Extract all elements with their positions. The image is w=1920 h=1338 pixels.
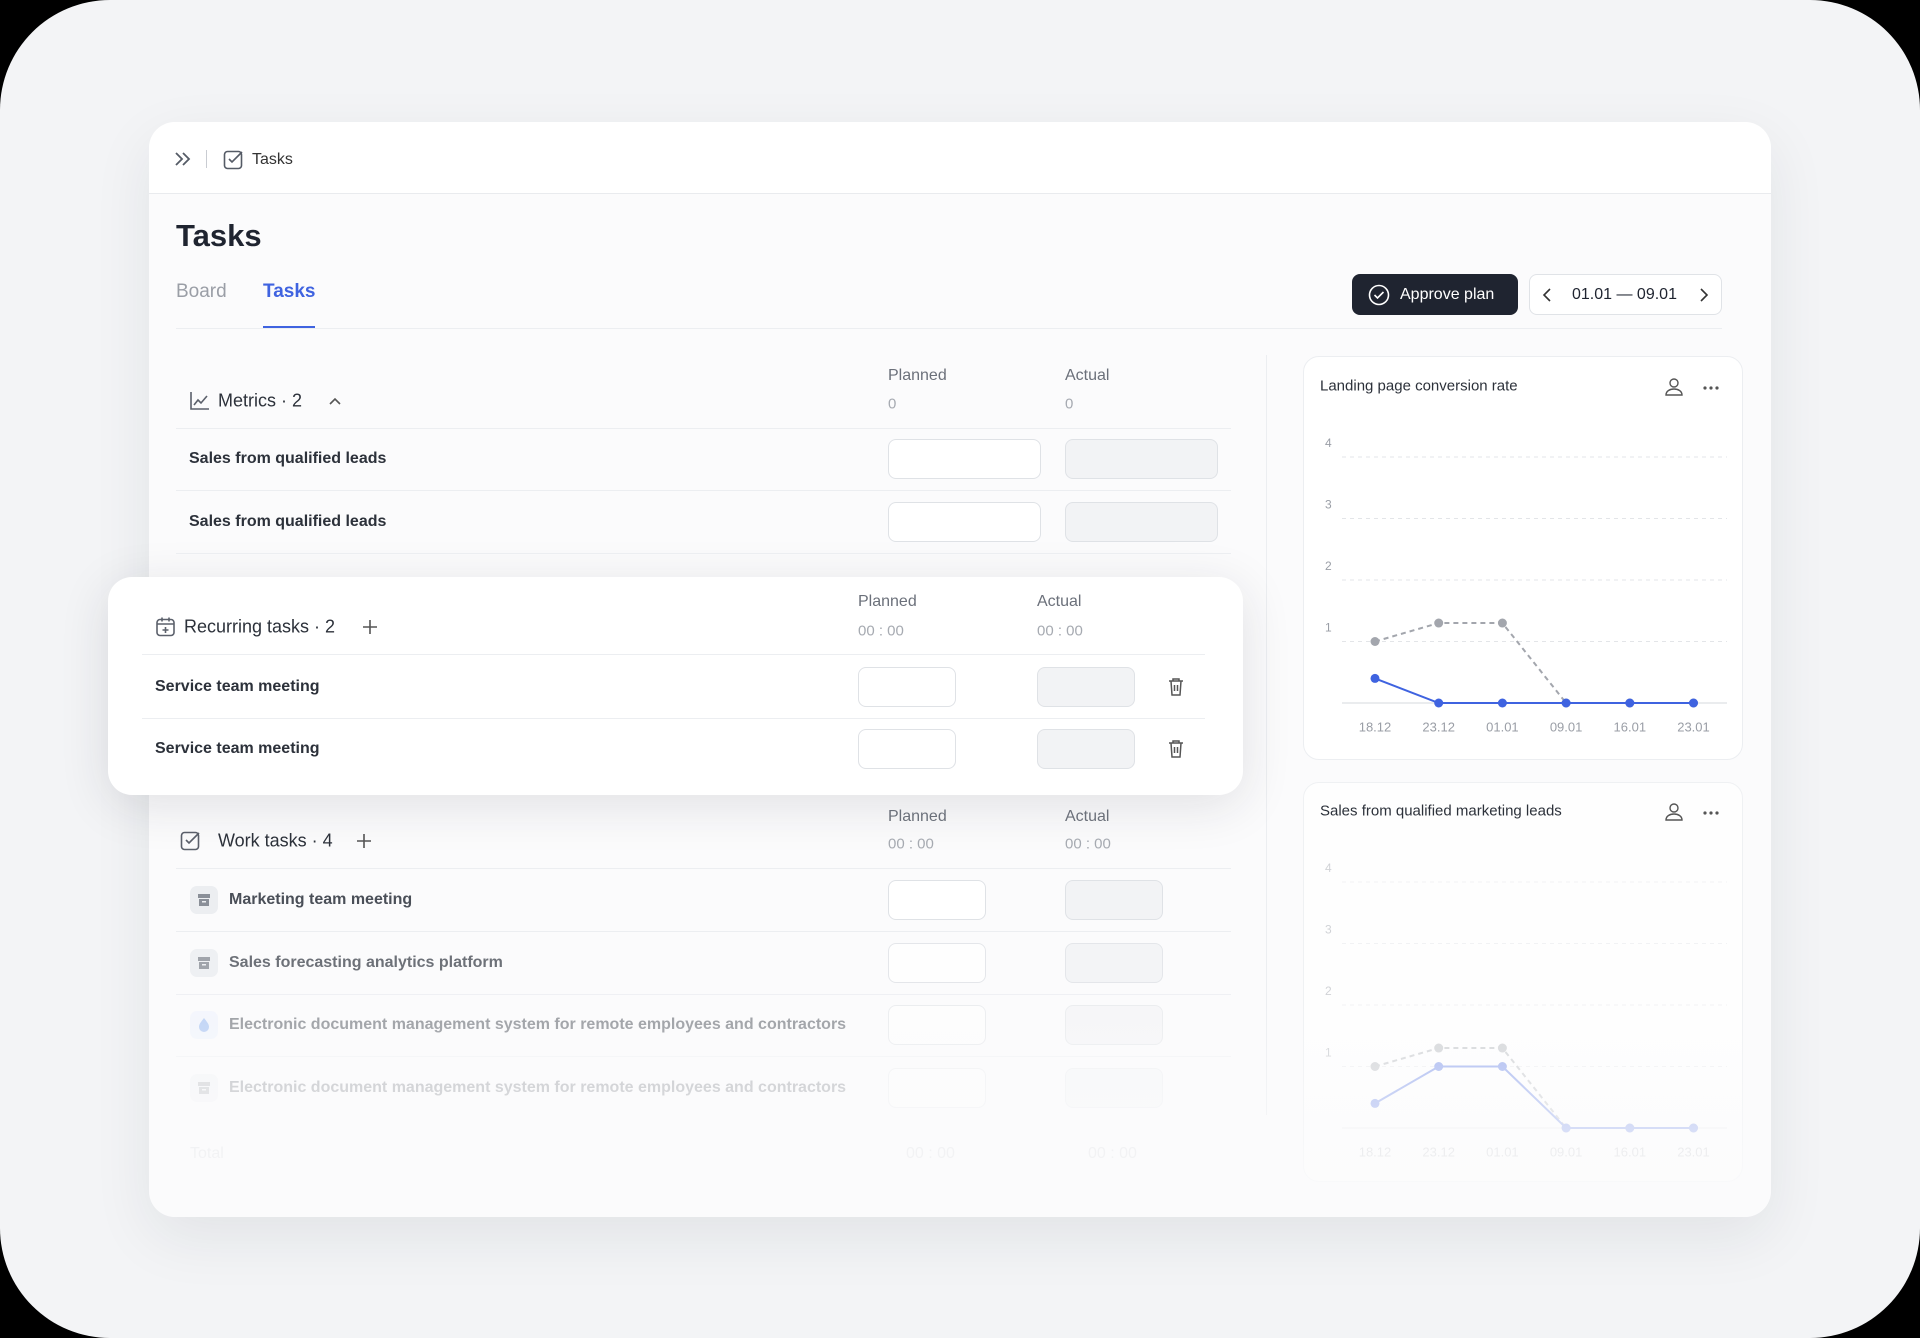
column-total: 0 [1065, 395, 1074, 413]
section-title: Metrics · 2 [218, 390, 303, 411]
divider [142, 654, 1205, 655]
input-field[interactable] [1065, 502, 1218, 542]
calendar-icon [156, 617, 175, 637]
column-total: 00 : 00 [1037, 622, 1083, 640]
divider [1266, 355, 1267, 1115]
column-total: 0 [888, 395, 897, 413]
input-field[interactable] [888, 1067, 986, 1108]
chart-actions[interactable] [1664, 377, 1724, 397]
tab[interactable]: Board [176, 281, 227, 302]
input-field[interactable] [1065, 1005, 1163, 1045]
row-label: Service team meeting [155, 740, 320, 757]
total-label: Total [190, 1145, 224, 1162]
input-field[interactable] [1037, 729, 1135, 769]
button-label[interactable]: Approve plan [1400, 286, 1495, 303]
work-icon [180, 831, 200, 851]
column-label: Planned [888, 367, 947, 384]
column-total: 00 : 00 [888, 835, 934, 853]
section-title: Work tasks · 4 [218, 830, 333, 851]
input-field[interactable] [858, 729, 956, 769]
row-label: Sales forecasting analytics platform [229, 953, 503, 971]
divider [176, 553, 1231, 554]
divider [206, 150, 207, 168]
column-label: Planned [888, 808, 947, 825]
input-field[interactable] [1065, 942, 1163, 983]
approve-button[interactable] [1352, 274, 1518, 315]
column-label: Actual [1065, 367, 1110, 384]
divider [176, 931, 1231, 932]
input-field[interactable] [1065, 880, 1163, 920]
delete-button[interactable] [1168, 677, 1184, 697]
chart-title: Landing page conversion rate [1320, 377, 1518, 395]
input-field[interactable] [1065, 1067, 1163, 1108]
section-title: Recurring tasks · 2 [184, 616, 336, 637]
expand-icon[interactable] [173, 150, 193, 168]
task-icon [190, 1073, 218, 1102]
tab-active[interactable]: Tasks [263, 281, 316, 302]
divider [176, 328, 1722, 329]
prev-button[interactable] [1540, 286, 1556, 304]
divider [176, 428, 1231, 429]
page-title: Tasks [176, 218, 262, 253]
chart-actions[interactable] [1664, 802, 1724, 822]
input-field[interactable] [888, 942, 986, 983]
chart-title: Sales from qualified marketing leads [1320, 802, 1562, 820]
divider [176, 490, 1231, 491]
input-field[interactable] [888, 880, 986, 920]
task-icon [190, 948, 218, 977]
input-field[interactable] [1065, 439, 1218, 479]
divider [176, 868, 1231, 869]
chart-card [1303, 782, 1743, 1182]
input-field[interactable] [888, 502, 1041, 542]
total-value: 00 : 00 [906, 1145, 955, 1162]
divider [176, 1056, 1231, 1057]
next-button[interactable] [1696, 286, 1712, 304]
breadcrumb[interactable]: Tasks [252, 151, 293, 168]
top-bar [149, 122, 1771, 194]
tasks-icon [223, 150, 243, 170]
column-label: Planned [858, 593, 917, 610]
total-value: 00 : 00 [1088, 1145, 1137, 1162]
row-label: Sales from qualified leads [189, 513, 387, 530]
date-range: 01.01 — 09.01 [1572, 286, 1677, 303]
input-field[interactable] [888, 1005, 986, 1045]
add-button[interactable] [355, 832, 373, 850]
input-field[interactable] [888, 439, 1041, 479]
delete-button[interactable] [1168, 739, 1184, 759]
column-label: Actual [1037, 593, 1082, 610]
input-field[interactable] [1037, 667, 1135, 707]
tab-underline [263, 326, 315, 328]
task-icon [190, 1011, 218, 1039]
divider [176, 993, 1231, 995]
column-total: 00 : 00 [1065, 835, 1111, 853]
divider [142, 718, 1205, 719]
row-label: Marketing team meeting [229, 891, 413, 908]
row-label: Sales from qualified leads [189, 450, 387, 467]
row-label: Service team meeting [155, 678, 320, 695]
column-total: 00 : 00 [858, 622, 904, 640]
row-label: Electronic document management system fo… [229, 1078, 847, 1096]
column-label: Actual [1065, 808, 1110, 825]
metrics-icon [190, 392, 209, 410]
date-nav [1529, 274, 1722, 315]
row-label: Electronic document management system fo… [229, 1016, 847, 1033]
task-icon [190, 886, 218, 914]
collapse-button[interactable] [327, 394, 343, 408]
check-icon [1368, 284, 1390, 306]
chart-card [1303, 356, 1743, 760]
input-field[interactable] [858, 667, 956, 707]
add-button[interactable] [361, 618, 379, 636]
